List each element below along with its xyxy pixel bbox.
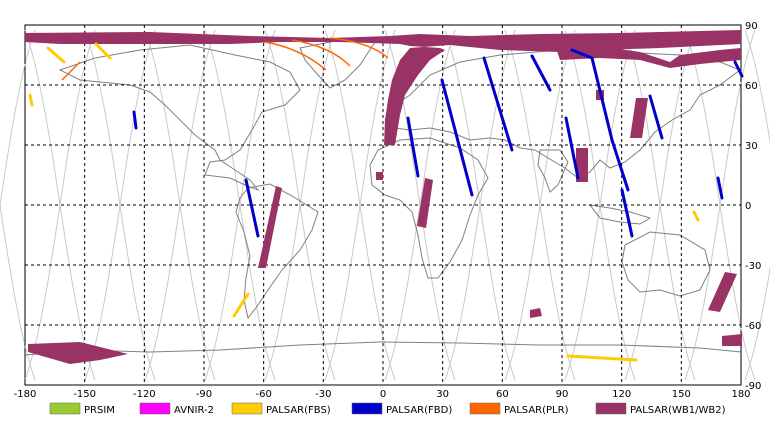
- y-tick-label: 0: [745, 201, 751, 212]
- x-tick-label: 90: [556, 389, 569, 400]
- legend-label: PALSAR(PLR): [504, 405, 569, 416]
- x-tick-label: 120: [612, 389, 631, 400]
- coast-india: [537, 149, 569, 193]
- legend-swatch: [351, 402, 383, 415]
- orbit-track: [564, 29, 636, 381]
- swath-fbd-11: [716, 176, 724, 200]
- swath-wb-siberia: [556, 46, 741, 68]
- swath-fbd-8: [244, 178, 260, 238]
- swath-fbd-9: [406, 116, 420, 178]
- swath-fbd-3: [530, 54, 552, 92]
- orbit-track: [0, 201, 36, 381]
- orbit-track: [504, 29, 576, 381]
- swath-wb-arctic: [25, 30, 741, 145]
- orbit-track: [0, 29, 36, 209]
- legend-swatch: [469, 402, 501, 415]
- legend-label: PALSAR(WB1/WB2): [630, 405, 726, 416]
- swath-fbd-6: [620, 188, 634, 238]
- swath-plr-4: [61, 61, 81, 81]
- graticule: [24, 24, 742, 386]
- swath-fbs-small: [692, 210, 700, 222]
- x-tick-label: -120: [133, 389, 156, 400]
- y-tick-label: 30: [745, 141, 758, 152]
- x-tick-label: -30: [315, 389, 331, 400]
- legend-swatch: [595, 402, 627, 415]
- x-tick-label: 150: [672, 389, 691, 400]
- x-tick-label: 60: [496, 389, 509, 400]
- coastlines: [24, 39, 742, 356]
- swath-fbd-10: [733, 60, 744, 78]
- legend-swatch: [49, 402, 81, 415]
- legend-label: PALSAR(FBS): [266, 405, 331, 416]
- x-tick-label: -90: [196, 389, 212, 400]
- swath-fbd-4: [570, 48, 630, 192]
- coast-eurasia: [384, 49, 742, 179]
- orbit-track: [324, 29, 396, 381]
- x-tick-label: 0: [380, 389, 386, 400]
- coast-australia: [621, 231, 711, 297]
- swath-fbs-alaska-1: [46, 46, 66, 64]
- y-tick-label: -30: [745, 261, 761, 272]
- legend-swatch: [139, 402, 171, 415]
- swath-fbd-1: [440, 78, 474, 197]
- legend-label: AVNIR-2: [174, 405, 214, 416]
- swath-wb-japan: [630, 98, 648, 138]
- swath-fbd-2: [482, 56, 514, 152]
- y-tick-label: 60: [745, 81, 758, 92]
- swath-fbd-5: [564, 116, 580, 180]
- orbit-track: [624, 29, 696, 381]
- swath-wb-africa: [417, 178, 433, 228]
- swath-wb-small-1: [376, 172, 383, 180]
- legend-label: PALSAR(FBD): [386, 405, 452, 416]
- swath-plr-3: [329, 37, 389, 59]
- swath-fbd-12: [132, 110, 138, 130]
- coast-antarctica: [24, 341, 742, 356]
- swath-wb-australia: [708, 272, 737, 312]
- legend: PRSIM AVNIR-2 PALSAR(FBS) PALSAR(FBD) PALSAR…: [49, 402, 726, 416]
- x-tick-label: 180: [731, 389, 750, 400]
- x-tick-label: -150: [73, 389, 96, 400]
- y-tick-label: -90: [745, 381, 761, 392]
- swath-fbs-patagonia: [232, 292, 250, 318]
- y-tick-label: 90: [745, 21, 758, 32]
- legend-swatch: [231, 402, 263, 415]
- swath-wb-antarctica-east: [722, 334, 742, 346]
- x-tick-label: -60: [255, 389, 271, 400]
- coast-indonesia: [588, 204, 652, 225]
- swath-plr-1: [264, 41, 327, 71]
- swath-fbs-small-2: [28, 93, 34, 107]
- orbit-track: [24, 29, 96, 381]
- coast-africa: [369, 137, 489, 279]
- x-axis-ticks: -180 -150 -120 -90 -60 -30 0 30 60 90 120 150 180: [14, 389, 751, 400]
- coast-south-america: [235, 183, 319, 320]
- swath-plr-2: [291, 39, 351, 67]
- swath-fbs-alaska-2: [94, 42, 112, 60]
- orbit-track: [744, 29, 770, 144]
- y-axis-ticks: 90 60 30 0 -30 -60 -90: [745, 21, 761, 392]
- x-tick-label: -180: [14, 389, 37, 400]
- swath-wb-china: [576, 148, 588, 182]
- swath-fbs-antarctica: [566, 354, 638, 362]
- x-tick-label: 30: [436, 389, 449, 400]
- acquisition-swaths: [25, 30, 744, 364]
- coast-north-america: [58, 44, 301, 192]
- swath-wb-southamerica: [258, 186, 282, 268]
- orbit-track: [744, 266, 770, 381]
- y-tick-label: -60: [745, 321, 761, 332]
- swath-wb-small-2: [530, 308, 542, 318]
- orbit-track: [684, 29, 756, 381]
- legend-label: PRSIM: [84, 405, 115, 416]
- swath-wb-antarctica-west: [28, 342, 128, 364]
- swath-fbd-7: [648, 94, 664, 140]
- orbit-track: [444, 29, 516, 381]
